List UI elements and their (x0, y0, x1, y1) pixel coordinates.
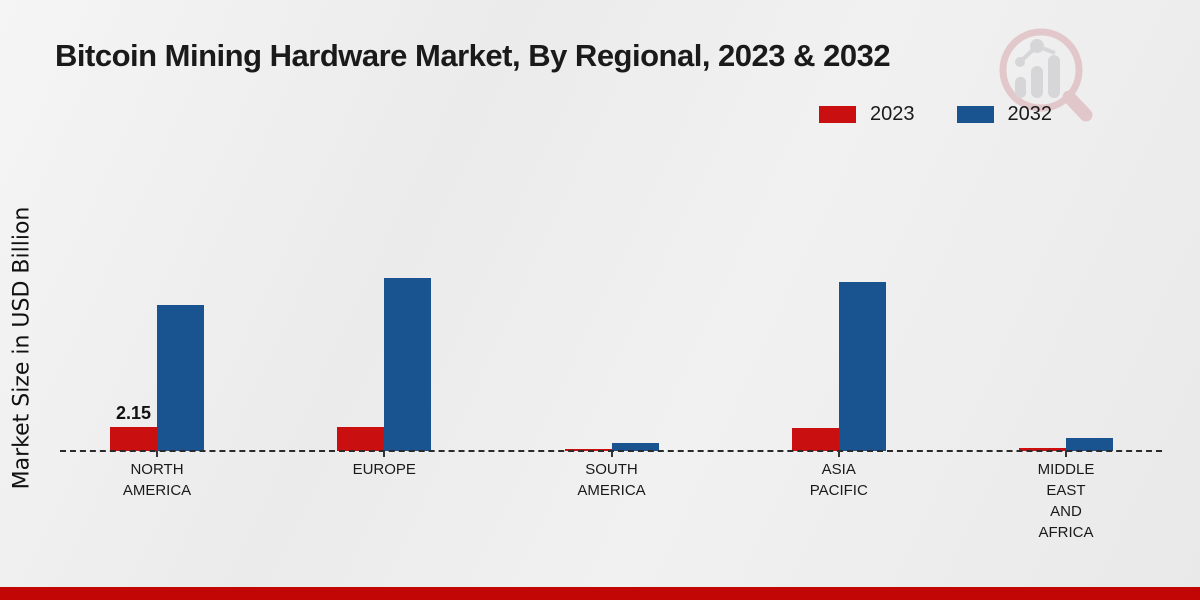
chart-legend: 2023 2032 (819, 103, 1052, 126)
legend-item-2032: 2032 (956, 103, 1053, 126)
footer-accent-bar (0, 587, 1200, 600)
x-axis-tick-europe (383, 451, 386, 457)
legend-item-2023: 2023 (819, 103, 915, 126)
x-axis-tick-middle-east-and-africa (1065, 451, 1067, 457)
bar-2032-asia-pacific (838, 282, 886, 451)
bar-2023-asia-pacific (791, 428, 839, 451)
legend-swatch-2023 (819, 106, 856, 123)
x-axis-label-middle-east-and-africa: MIDDLE EAST AND AFRICA (1037, 461, 1095, 541)
x-axis-tick-south-america (610, 451, 613, 457)
x-axis-label-asia-pacific: ASIA PACIFIC (809, 461, 868, 499)
x-axis-label-south-america: SOUTH AMERICA (577, 461, 646, 499)
chart-title: Bitcoin Mining Hardware Market, By Regio… (55, 38, 891, 73)
bar-value-label-2023-0: 2.15 (115, 403, 152, 423)
bar-2032-south-america (611, 443, 659, 451)
bar-2023-europe (337, 427, 385, 451)
x-axis-tick-north-america (156, 451, 158, 457)
bar-2032-europe (384, 278, 432, 451)
bar-2023-north-america (110, 427, 157, 451)
legend-label: 2023 (870, 103, 915, 125)
magnifier-bar-chart-logo (999, 28, 1093, 122)
x-axis-label-europe: EUROPE (352, 461, 416, 478)
bar-2023-middle-east-and-africa (1019, 448, 1066, 451)
legend-label: 2032 (1007, 103, 1053, 125)
legend-swatch-2032 (956, 106, 994, 123)
bar-2032-middle-east-and-africa (1066, 438, 1113, 451)
x-axis-label-north-america: NORTH AMERICA (122, 461, 192, 499)
bar-2032-north-america (157, 305, 204, 451)
x-axis-tick-asia-pacific (837, 451, 840, 457)
